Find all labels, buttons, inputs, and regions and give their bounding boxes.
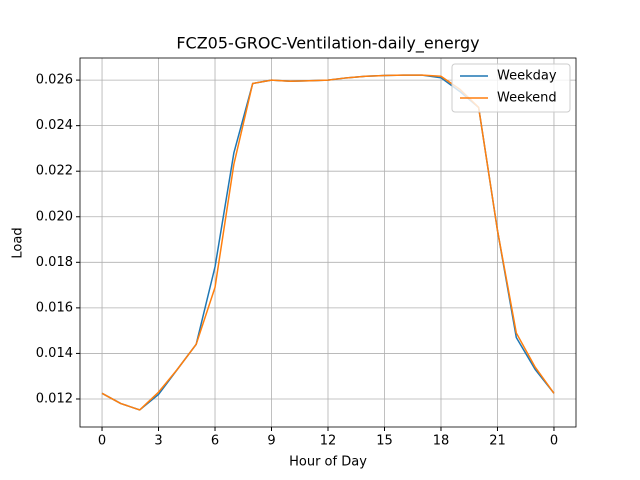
y-tick-label: 0.014 bbox=[36, 346, 73, 361]
y-tick-label: 0.016 bbox=[36, 300, 73, 315]
y-axis-label: Load bbox=[11, 227, 26, 258]
x-tick-label: 15 bbox=[376, 434, 393, 449]
x-tick-label: 21 bbox=[489, 434, 506, 449]
legend-label: Weekend bbox=[497, 91, 557, 106]
x-tick-label: 6 bbox=[211, 434, 219, 449]
y-tick-label: 0.024 bbox=[36, 118, 73, 133]
y-tick-label: 0.018 bbox=[36, 255, 73, 270]
x-axis-label: Hour of Day bbox=[289, 455, 367, 470]
chart-title: FCZ05-GROC-Ventilation-daily_energy bbox=[176, 34, 479, 54]
x-tick-label: 9 bbox=[267, 434, 275, 449]
plot-frame bbox=[79, 57, 577, 428]
y-tick-label: 0.026 bbox=[36, 73, 73, 88]
x-tick-label: 18 bbox=[433, 434, 450, 449]
x-tick-label: 12 bbox=[320, 434, 337, 449]
y-tick-label: 0.012 bbox=[36, 391, 73, 406]
x-tick-label: 0 bbox=[98, 434, 106, 449]
legend-label: Weekday bbox=[497, 69, 557, 84]
x-tick-label: 3 bbox=[154, 434, 162, 449]
y-tick-label: 0.022 bbox=[36, 164, 73, 179]
x-tick-label: 0 bbox=[550, 434, 558, 449]
legend: Weekday Weekend bbox=[451, 63, 571, 113]
y-tick-label: 0.020 bbox=[36, 209, 73, 224]
